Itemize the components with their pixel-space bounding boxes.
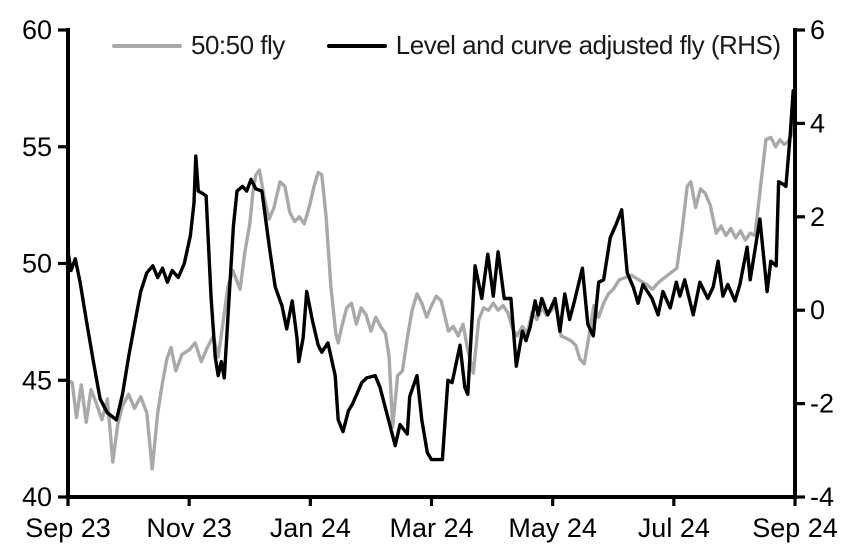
legend-item-level-curve-adjusted-fly: Level and curve adjusted fly (RHS) [326,30,781,61]
legend-label-5050-fly: 50:50 fly [191,30,285,60]
black-line-sample-icon [326,43,387,48]
x-axis-tick-label: May 24 [508,513,597,543]
x-axis-tick-label: Sep 23 [25,513,111,543]
legend-item-5050-fly: 50:50 fly [112,30,285,61]
series-line-5050-fly [66,112,797,471]
left-axis-tick-label: 50 [22,249,52,279]
x-axis-tick-label: Sep 24 [752,513,838,543]
left-axis-tick-label: 40 [22,482,52,512]
right-axis-tick-label: 4 [810,108,825,138]
right-axis-tick-label: -2 [810,389,834,419]
legend: 50:50 fly Level and curve adjusted fly (… [112,30,781,61]
legend-label-level-curve-adjusted-fly: Level and curve adjusted fly (RHS) [395,30,781,60]
x-axis-tick-label: Nov 23 [146,513,232,543]
x-axis-tick-label: Jan 24 [270,513,351,543]
left-axis-tick-label: 55 [22,132,52,162]
right-axis-tick-label: 0 [810,295,825,325]
left-axis-tick-label: 45 [22,365,52,395]
series-line-level-curve-adjusted-fly [66,88,797,462]
x-axis-tick-label: Jul 24 [638,513,710,543]
right-axis-tick-label: -4 [810,482,834,512]
x-axis-tick-label: Mar 24 [389,513,473,543]
gray-line-sample-icon [112,43,182,48]
right-axis-tick-label: 2 [810,202,825,232]
right-axis-tick-label: 6 [810,15,825,45]
left-axis-tick-label: 60 [22,15,52,45]
